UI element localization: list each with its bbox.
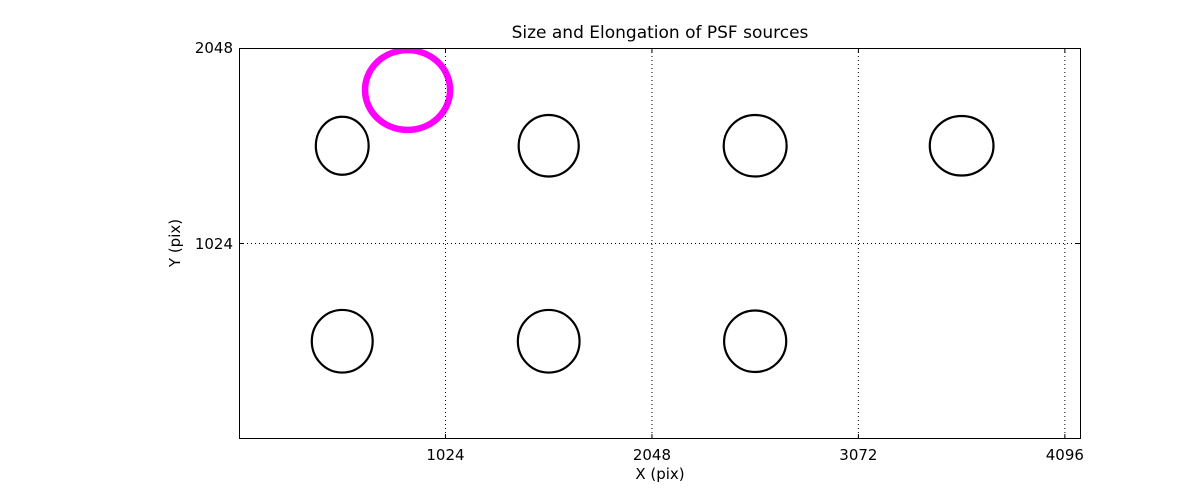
psf-ellipse xyxy=(314,115,370,176)
psf-ellipse-highlight xyxy=(361,48,454,134)
y-axis-label: Y (pix) xyxy=(166,218,184,268)
y-tick-label: 1024 xyxy=(194,234,233,253)
psf-ellipse xyxy=(928,114,995,177)
plot-svg xyxy=(239,48,1081,439)
x-axis-label: X (pix) xyxy=(635,465,685,483)
psf-ellipse xyxy=(723,309,788,374)
axes-border xyxy=(239,48,1081,439)
chart-title: Size and Elongation of PSF sources xyxy=(511,23,809,43)
x-tick-label: 3072 xyxy=(839,446,878,464)
psf-ellipse xyxy=(310,308,374,374)
psf-ellipse xyxy=(516,308,581,374)
x-tick-label: 4096 xyxy=(1045,446,1084,464)
x-tick-label: 1024 xyxy=(426,446,465,464)
y-tick-label: 2048 xyxy=(194,39,233,57)
psf-ellipse xyxy=(722,113,788,178)
x-tick-label: 2048 xyxy=(632,446,672,464)
psf-ellipse xyxy=(517,113,580,178)
